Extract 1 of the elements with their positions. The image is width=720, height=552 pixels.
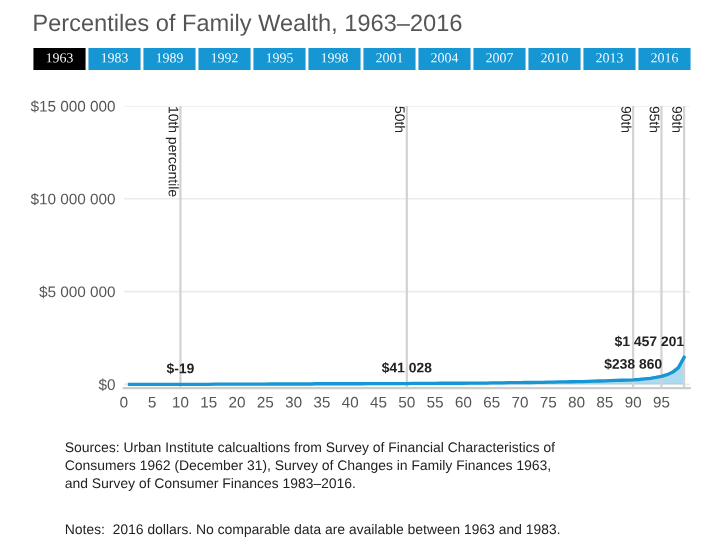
chart-title: Percentiles of Family Wealth, 1963–2016 [34, 13, 462, 36]
